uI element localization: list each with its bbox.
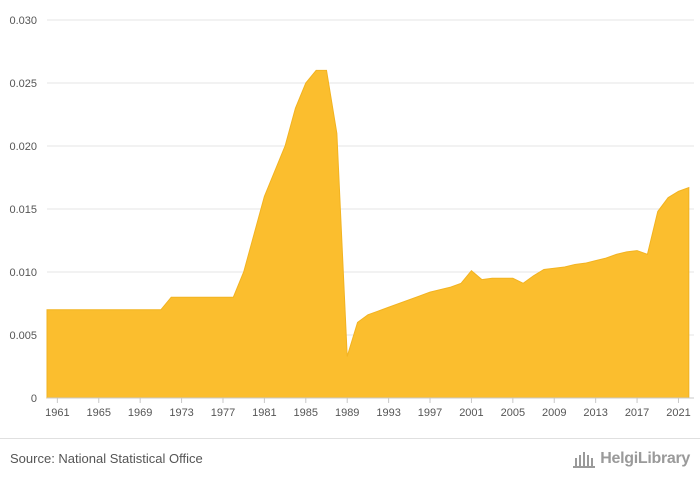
x-tick-label: 2021	[666, 407, 690, 419]
x-tick-label: 2017	[625, 407, 649, 419]
y-tick-label: 0.020	[9, 141, 37, 153]
x-tick-label: 2005	[501, 407, 525, 419]
area-chart: 0 0.005 0.010 0.015 0.020 0.025 0.030 1961 1965…	[9, 15, 694, 419]
y-tick-label: 0.010	[9, 267, 37, 279]
x-tick-label: 1997	[418, 407, 442, 419]
x-tick-label: 1993	[376, 407, 400, 419]
x-tick-label: 1969	[128, 407, 152, 419]
y-tick-label: 0.015	[9, 204, 37, 216]
x-tick-label: 1989	[335, 407, 359, 419]
helgi-library-logo[interactable]: HelgiLibrary	[572, 447, 690, 471]
x-tick-label: 2009	[542, 407, 566, 419]
y-tick-label: 0.025	[9, 78, 37, 90]
series-area-layer	[46, 69, 690, 399]
x-tick-labels: 1961 1965 1969 1973 1977 1981 1985 1989 1993 1997…	[45, 398, 691, 419]
x-tick-label: 1973	[169, 407, 193, 419]
y-tick-label: 0.030	[9, 15, 37, 27]
building-icon	[573, 452, 596, 468]
logo-text: HelgiLibrary	[600, 450, 690, 467]
x-tick-label: 1977	[211, 407, 235, 419]
source-note: Source: National Statistical Office	[10, 451, 203, 466]
x-tick-label: 2013	[583, 407, 607, 419]
series-area	[46, 69, 690, 399]
footer-divider	[0, 438, 700, 439]
x-tick-label: 1965	[87, 407, 111, 419]
x-tick-label: 1961	[45, 407, 69, 419]
y-tick-label: 0	[31, 393, 37, 405]
x-tick-label: 2001	[459, 407, 483, 419]
y-tick-label: 0.005	[9, 330, 37, 342]
x-tick-label: 1981	[252, 407, 276, 419]
y-tick-labels: 0 0.005 0.010 0.015 0.020 0.025 0.030	[9, 15, 37, 405]
x-tick-label: 1985	[294, 407, 318, 419]
